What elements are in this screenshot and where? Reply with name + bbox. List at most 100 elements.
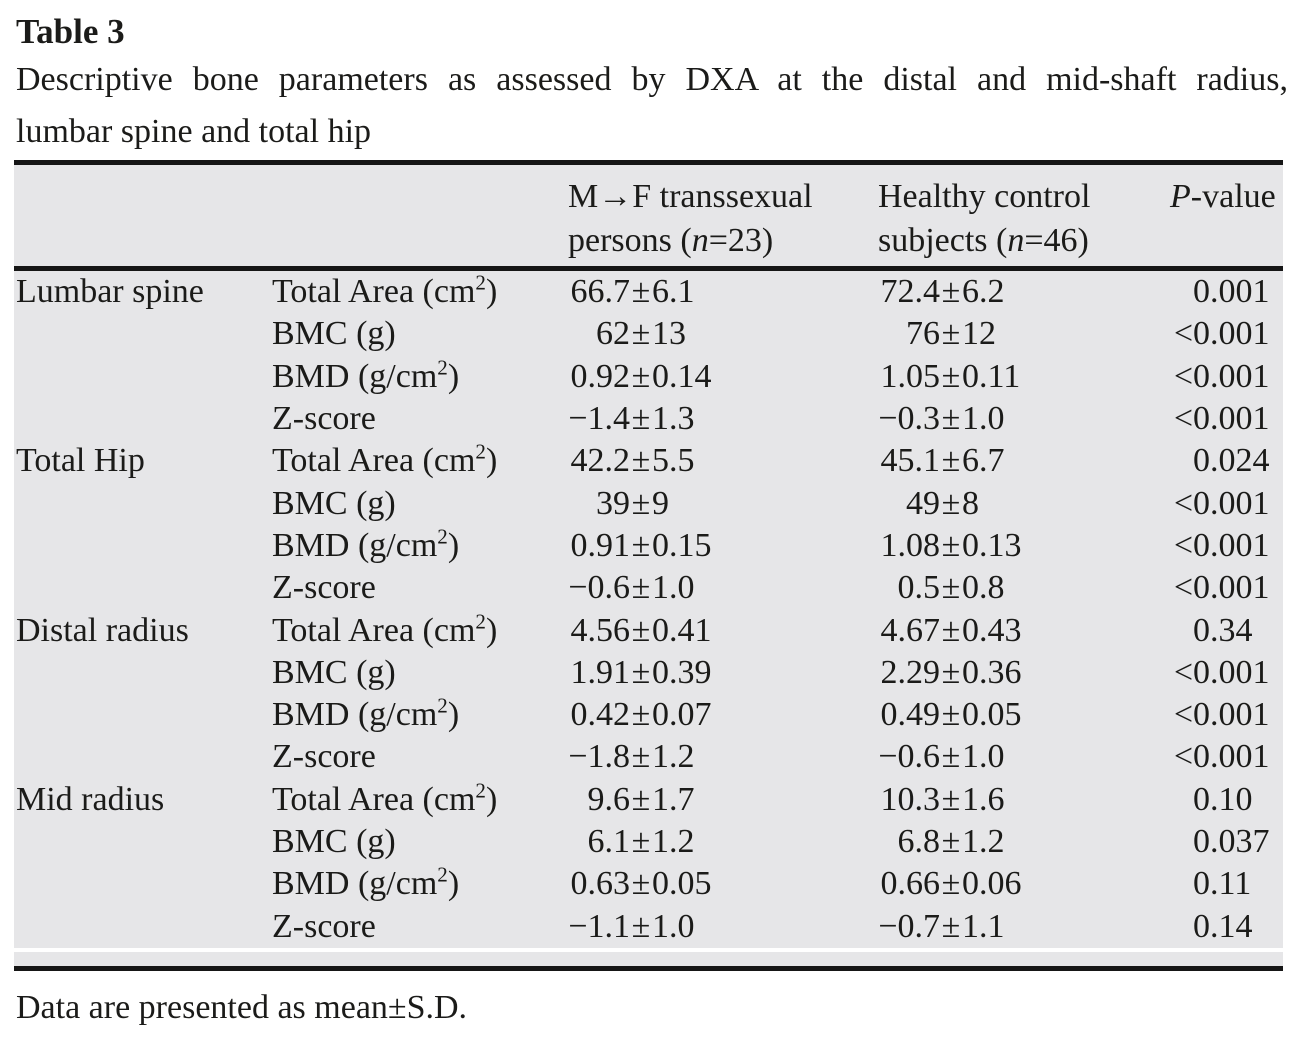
p-value: 0.024 (1193, 442, 1270, 480)
p-value: <0.001 (1173, 696, 1270, 734)
table-body: Lumbar spine Total Area (cm2) 66.7 ±6.1 72.4… (14, 271, 1283, 948)
p-value: <0.001 (1173, 357, 1270, 395)
value-transsexual: −1.8 ±1.2 (568, 738, 695, 776)
p-value: <0.001 (1173, 315, 1270, 353)
value-control: −0.6 ±1.0 (878, 738, 1005, 776)
parameter-label: Z-score (272, 907, 376, 945)
value-control: 49 ±8 (906, 484, 979, 522)
table-title: Table 3 (16, 12, 125, 51)
region-label: Total Hip (16, 442, 145, 480)
value-transsexual: −0.6 ±1.0 (568, 569, 695, 607)
value-control: 1.08 ±0.13 (880, 526, 1022, 564)
value-control: 6.8 ±1.2 (897, 823, 1005, 860)
column-header-transsexual-line1: M→F transsexual (568, 178, 813, 215)
p-value: 0.34 (1193, 611, 1253, 649)
column-header-transsexual-line2: persons (n=23) (568, 222, 774, 259)
p-value: <0.001 (1173, 526, 1270, 564)
parameter-label: Z-score (272, 569, 376, 607)
table-row: Z-score −1.1 ±1.0 −0.7 ±1.1 0.14 (14, 905, 1283, 947)
p-value: 0.001 (1193, 273, 1270, 311)
parameter-label: BMC (g) (272, 653, 396, 691)
value-transsexual: −1.4 ±1.3 (568, 400, 695, 438)
parameter-label: BMD (g/cm2) (272, 355, 460, 395)
value-transsexual: 62 ±13 (596, 315, 686, 353)
parameter-label: Total Area (cm2) (272, 440, 498, 480)
header-spacer-parameter (272, 175, 568, 266)
value-control: 45.1 ±6.7 (880, 442, 1005, 480)
column-header-transsexual: M→F transsexual persons (n=23) (568, 175, 878, 266)
table-row: Lumbar spine Total Area (cm2) 66.7 ±6.1 72.4… (14, 271, 1283, 313)
column-header-pvalue: P-value (1170, 178, 1276, 215)
parameter-label: BMD (g/cm2) (272, 693, 460, 734)
bottom-rule (14, 965, 1283, 971)
table-row: BMC (g) 1.91 ±0.39 2.29 ±0.36 <0.001 (14, 652, 1283, 694)
table-caption: Descriptive bone parameters as assessed … (16, 54, 1288, 158)
p-value: 0.11 (1193, 865, 1252, 903)
parameter-label: Z-score (272, 738, 376, 776)
column-header-control-line2: subjects (n=46) (878, 222, 1089, 259)
value-control: 2.29 ±0.36 (880, 653, 1022, 691)
value-transsexual: 0.92 ±0.14 (570, 357, 712, 395)
caption-line-2: lumbar spine and total hip (16, 113, 372, 150)
value-control: 0.5 ±0.8 (897, 569, 1005, 607)
value-transsexual: 0.42 ±0.07 (570, 696, 712, 734)
region-label: Mid radius (16, 780, 165, 818)
p-value: <0.001 (1173, 569, 1270, 607)
value-control: 76 ±12 (906, 315, 996, 353)
table-row: Mid radius Total Area (cm2) 9.6 ±1.7 10.3 ±1.… (14, 779, 1283, 821)
data-table: M→F transsexual persons (n=23) Healthy c… (14, 160, 1283, 971)
caption-line-1: Descriptive bone parameters as assessed … (16, 61, 1288, 98)
parameter-label: BMD (g/cm2) (272, 862, 460, 903)
value-transsexual: 4.56 ±0.41 (570, 611, 712, 649)
table-row: BMC (g) 62 ±13 76 ±12 <0.001 (14, 313, 1283, 355)
table-row: Z-score −0.6 ±1.0 0.5 ±0.8 <0.001 (14, 567, 1283, 609)
p-value: <0.001 (1173, 738, 1270, 776)
parameter-label: BMC (g) (272, 315, 396, 353)
p-value: <0.001 (1173, 653, 1270, 691)
value-control: −0.3 ±1.0 (878, 400, 1005, 438)
value-control: 10.3 ±1.6 (880, 780, 1005, 818)
parameter-label: BMC (g) (272, 823, 396, 860)
table-header-row: M→F transsexual persons (n=23) Healthy c… (14, 165, 1283, 266)
table-row: Z-score −1.4 ±1.3 −0.3 ±1.0 <0.001 (14, 398, 1283, 440)
value-transsexual: 0.63 ±0.05 (570, 865, 712, 903)
parameter-label: BMD (g/cm2) (272, 524, 460, 564)
p-value: 0.14 (1193, 907, 1253, 945)
top-rule (14, 160, 1283, 165)
value-transsexual: 0.91 ±0.15 (570, 526, 712, 564)
value-transsexual: 39 ±9 (596, 484, 669, 522)
parameter-label: BMC (g) (272, 484, 396, 522)
p-value: 0.037 (1193, 823, 1270, 860)
column-header-control-line1: Healthy control (878, 178, 1091, 215)
parameter-label: Total Area (cm2) (272, 778, 498, 818)
value-control: 1.05 ±0.11 (880, 357, 1021, 395)
table-row: BMC (g) 39 ±9 49 ±8 <0.001 (14, 482, 1283, 524)
table-row: Total Hip Total Area (cm2) 42.2 ±5.5 45.1 ±6.… (14, 440, 1283, 482)
p-value: <0.001 (1173, 484, 1270, 522)
value-control: 0.66 ±0.06 (880, 865, 1022, 903)
table-footnote: Data are presented as mean±S.D. (16, 988, 468, 1026)
table-row: BMD (g/cm2) 0.42 ±0.07 0.49 ±0.05 <0.001 (14, 694, 1283, 736)
table-tail-strip (14, 947, 1283, 966)
value-transsexual: 66.7 ±6.1 (570, 273, 695, 311)
region-label: Lumbar spine (16, 273, 204, 311)
parameter-label: Total Area (cm2) (272, 270, 498, 311)
value-control: 72.4 ±6.2 (880, 273, 1005, 311)
p-value: <0.001 (1173, 400, 1270, 438)
header-rule (14, 266, 1283, 271)
value-transsexual: 6.1 ±1.2 (587, 823, 695, 860)
value-transsexual: −1.1 ±1.0 (568, 907, 695, 945)
table-row: BMC (g) 6.1 ±1.2 6.8 ±1.2 0.037 (14, 821, 1283, 863)
table-row: BMD (g/cm2) 0.91 ±0.15 1.08 ±0.13 <0.001 (14, 525, 1283, 567)
value-transsexual: 42.2 ±5.5 (570, 442, 695, 480)
parameter-label: Z-score (272, 400, 376, 438)
p-value: 0.10 (1193, 780, 1253, 818)
value-transsexual: 9.6 ±1.7 (587, 780, 695, 818)
table-row: Distal radius Total Area (cm2) 4.56 ±0.41 4.… (14, 609, 1283, 651)
table-row: BMD (g/cm2) 0.63 ±0.05 0.66 ±0.06 0.11 (14, 863, 1283, 905)
column-header-control: Healthy control subjects (n=46) (878, 175, 1170, 266)
region-label: Distal radius (16, 611, 189, 649)
value-control: 0.49 ±0.05 (880, 696, 1022, 734)
header-spacer-region (14, 175, 272, 266)
table-row: BMD (g/cm2) 0.92 ±0.14 1.05 ±0.11 <0.001 (14, 356, 1283, 398)
